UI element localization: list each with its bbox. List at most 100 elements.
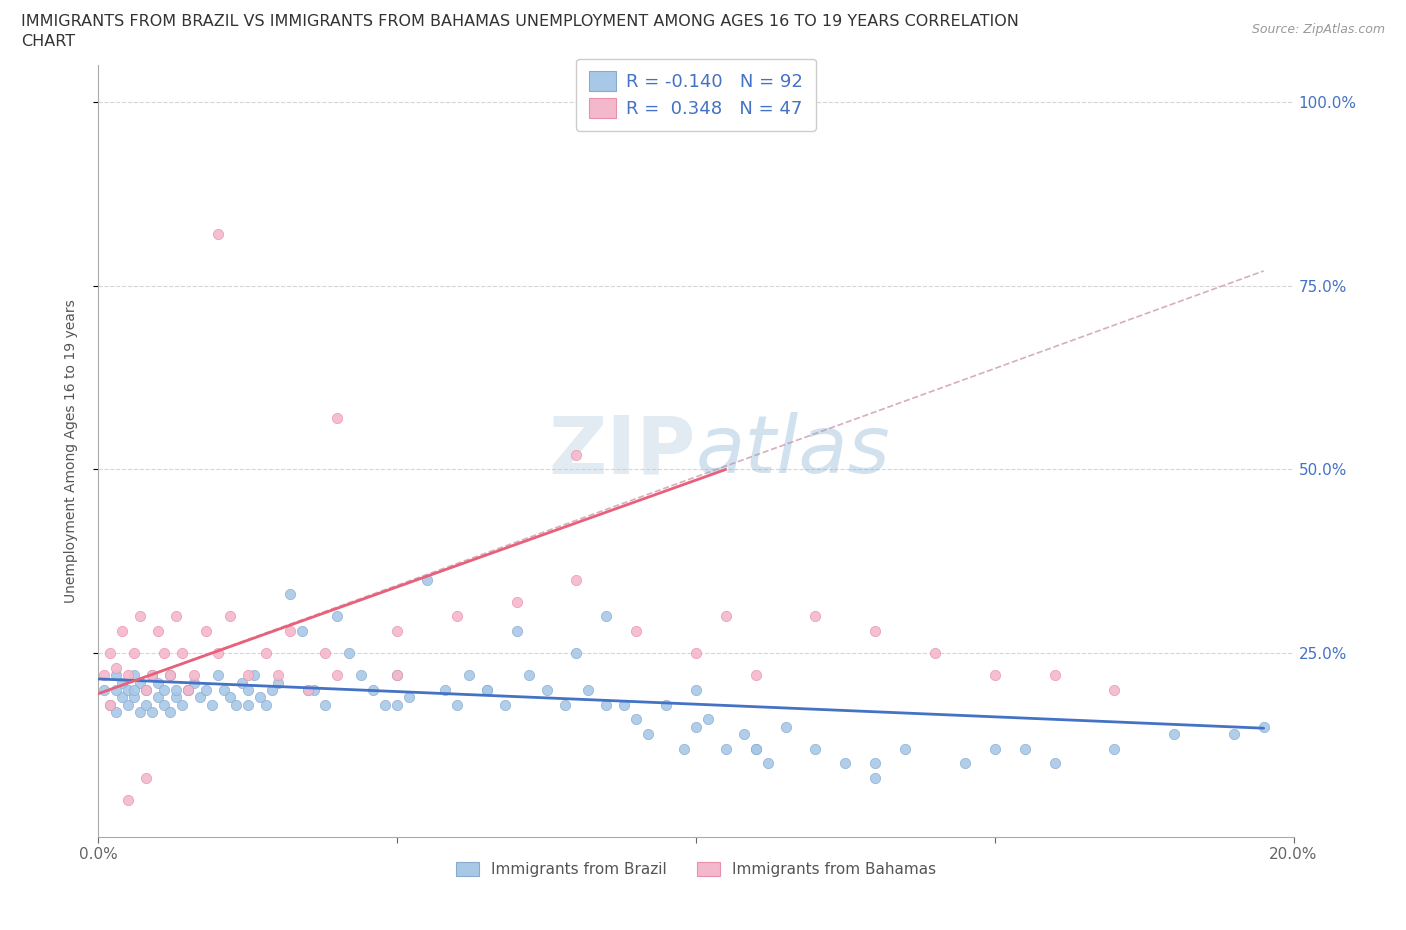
Point [506,594,529,609]
Point [804,741,827,756]
Point [254,645,277,660]
Point [714,741,737,756]
Legend: Immigrants from Brazil, Immigrants from Bahamas: Immigrants from Brazil, Immigrants from … [450,857,942,884]
Point [105,668,128,683]
Point [148,690,170,705]
Point [517,668,540,683]
Point [236,683,259,698]
Point [446,609,468,624]
Point [93,683,115,698]
Point [129,675,152,690]
Point [685,645,707,660]
Point [148,624,170,639]
Point [278,624,301,639]
Point [207,668,229,683]
Point [153,683,176,698]
Point [117,698,139,712]
Point [111,675,134,690]
Point [953,756,976,771]
Point [141,668,163,683]
Point [626,712,648,727]
Point [416,572,439,587]
Point [129,705,152,720]
Point [894,741,917,756]
Point [135,698,157,712]
Point [626,624,648,639]
Point [172,698,194,712]
Point [865,771,887,786]
Point [231,675,253,690]
Point [834,756,856,771]
Point [1223,726,1246,741]
Point [153,698,176,712]
Point [297,683,319,698]
Point [506,624,529,639]
Point [207,645,229,660]
Point [172,645,194,660]
Point [93,668,115,683]
Point [141,668,163,683]
Point [745,668,768,683]
Text: IMMIGRANTS FROM BRAZIL VS IMMIGRANTS FROM BAHAMAS UNEMPLOYMENT AMONG AGES 16 TO : IMMIGRANTS FROM BRAZIL VS IMMIGRANTS FRO… [21,14,1019,29]
Point [1104,741,1126,756]
Point [756,756,779,771]
Point [1043,756,1066,771]
Point [165,683,187,698]
Text: Source: ZipAtlas.com: Source: ZipAtlas.com [1251,23,1385,36]
Point [1014,741,1036,756]
Point [267,675,290,690]
Point [124,690,146,705]
Point [188,690,211,705]
Point [446,698,468,712]
Point [159,668,181,683]
Point [105,683,128,698]
Point [297,683,319,698]
Point [141,705,163,720]
Point [673,741,696,756]
Point [458,668,481,683]
Point [111,624,134,639]
Point [177,683,200,698]
Point [1043,668,1066,683]
Point [775,719,797,734]
Point [326,668,349,683]
Point [291,624,314,639]
Point [183,668,205,683]
Point [565,447,588,462]
Point [385,668,409,683]
Point [124,668,146,683]
Point [565,572,588,587]
Point [165,690,187,705]
Point [105,660,128,675]
Point [177,683,200,698]
Point [243,668,266,683]
Point [98,645,122,660]
Point [177,683,200,698]
Point [117,683,139,698]
Point [714,609,737,624]
Point [434,683,457,698]
Y-axis label: Unemployment Among Ages 16 to 19 years: Unemployment Among Ages 16 to 19 years [63,299,77,603]
Point [124,683,146,698]
Point [536,683,558,698]
Point [117,792,139,807]
Point [565,645,588,660]
Point [153,645,176,660]
Point [745,741,768,756]
Point [804,609,827,624]
Point [254,698,277,712]
Point [613,698,636,712]
Point [363,683,385,698]
Point [984,668,1007,683]
Text: CHART: CHART [21,34,75,49]
Point [98,698,122,712]
Point [135,683,157,698]
Point [165,609,187,624]
Point [260,683,283,698]
Point [212,683,235,698]
Point [554,698,576,712]
Text: atlas: atlas [696,412,891,490]
Point [685,683,707,698]
Point [475,683,498,698]
Point [733,726,755,741]
